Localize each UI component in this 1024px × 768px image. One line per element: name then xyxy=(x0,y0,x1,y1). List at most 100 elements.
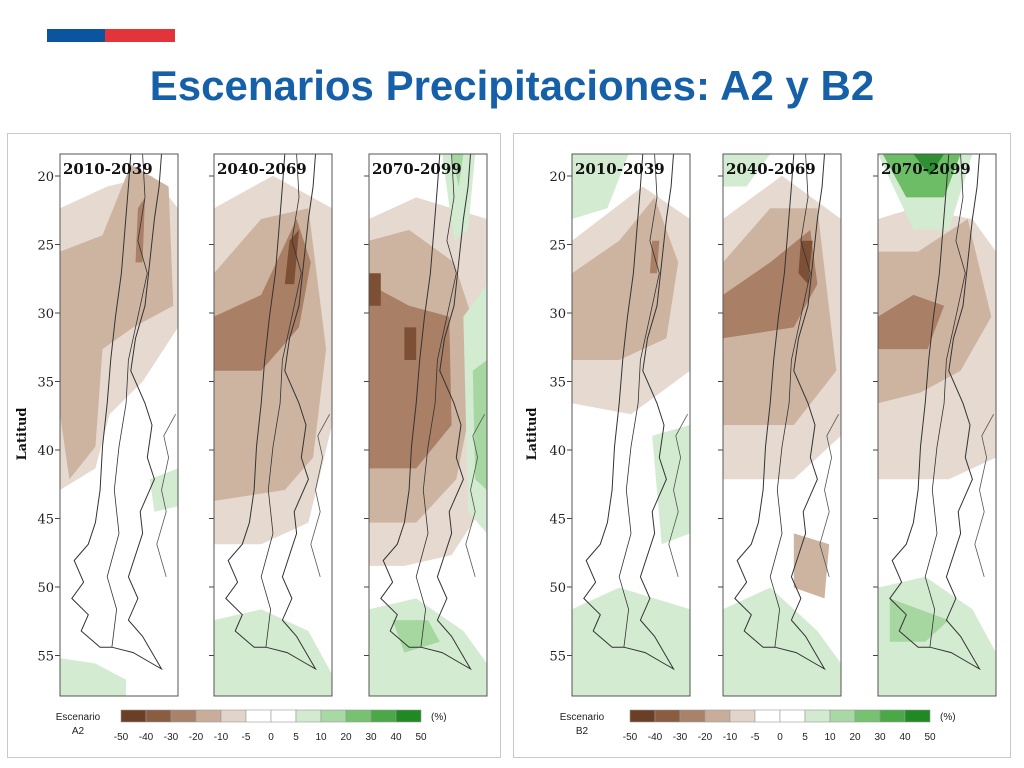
legend-swatch xyxy=(629,709,656,723)
flag-red-bar xyxy=(105,29,175,42)
legend-swatch xyxy=(395,709,422,723)
precip-region xyxy=(442,154,476,241)
y-tick-label-20: 20 xyxy=(37,170,54,185)
legend-tick-label: 20 xyxy=(849,732,861,743)
precip-region xyxy=(723,154,771,187)
precip-region xyxy=(60,164,174,480)
figure-scenario-b2: 20 25 30 35 40 45 50 55 Latitud 2010-2039 2040-206… xyxy=(513,133,1011,758)
legend-swatch xyxy=(704,709,731,723)
legend-tick-label: -50 xyxy=(114,732,129,743)
legend-swatch xyxy=(754,709,781,723)
legend-swatch xyxy=(654,709,681,723)
precip-region xyxy=(723,587,841,696)
legend-tick-label: 10 xyxy=(315,732,327,743)
legend-unit: (%) xyxy=(431,712,447,723)
precip-region xyxy=(369,284,452,469)
precip-region xyxy=(793,533,830,599)
legend-tick-label: 30 xyxy=(365,732,377,743)
panel-period-label: 2070-2099 xyxy=(372,160,462,178)
legend-swatch xyxy=(320,709,347,723)
legend-tick-label: 50 xyxy=(924,732,936,743)
border-line xyxy=(415,153,457,648)
y-tick-label-35: 35 xyxy=(549,376,566,391)
legend-tick-label: 30 xyxy=(874,732,886,743)
y-tick-label-40: 40 xyxy=(37,444,54,459)
legend-swatch xyxy=(295,709,322,723)
precip-region xyxy=(404,327,417,360)
east-border-line xyxy=(668,414,688,577)
legend-tick-label: 0 xyxy=(777,732,783,743)
legend-swatch xyxy=(195,709,222,723)
panel-frame xyxy=(571,153,691,697)
y-tick-label-25: 25 xyxy=(549,239,566,254)
y-tick-label-25: 25 xyxy=(37,239,54,254)
figure-scenario-a2: 20 25 30 35 40 45 50 55 Latitud 2010-2039 2040-206… xyxy=(7,133,501,758)
legend-tick-label: -50 xyxy=(623,732,638,743)
precip-region xyxy=(572,587,690,696)
precip-region xyxy=(392,620,440,653)
border-line xyxy=(769,153,811,648)
panel-frame xyxy=(877,153,997,697)
coastline xyxy=(583,153,675,671)
y-tick-label-55: 55 xyxy=(37,650,54,665)
legend-swatch xyxy=(245,709,272,723)
coastline xyxy=(380,153,472,671)
legend-tick-label: -5 xyxy=(242,732,251,743)
border-line xyxy=(260,153,302,648)
y-tick-label-20: 20 xyxy=(549,170,566,185)
legend-tick-label: 0 xyxy=(268,732,274,743)
coastline xyxy=(889,153,981,671)
border-line xyxy=(106,153,148,648)
precip-region xyxy=(652,425,690,545)
legend-swatch xyxy=(145,709,172,723)
legend-scenario-name: A2 xyxy=(72,726,85,737)
y-tick-label-30: 30 xyxy=(549,307,566,322)
y-axis-label: Latitud xyxy=(15,407,30,460)
legend-tick-label: 10 xyxy=(824,732,836,743)
panel-period-label: 2010-2039 xyxy=(63,160,153,178)
border-line xyxy=(924,153,966,648)
legend-tick-label: 5 xyxy=(802,732,808,743)
precip-region xyxy=(889,598,949,642)
slide-title: Escenarios Precipitaciones: A2 y B2 xyxy=(149,62,875,109)
precip-region xyxy=(572,154,629,219)
coastline xyxy=(71,153,163,671)
border-line xyxy=(618,153,660,648)
coastline xyxy=(225,153,317,671)
east-border-line xyxy=(310,414,330,577)
precip-region xyxy=(214,609,332,696)
legend-tick-label: 40 xyxy=(390,732,402,743)
panel-period-label: 2070-2099 xyxy=(881,160,971,178)
coastline xyxy=(734,153,826,671)
precip-region xyxy=(60,658,127,696)
precip-region xyxy=(882,154,961,198)
legend-title: Escenario xyxy=(56,712,101,723)
panel-frame xyxy=(368,153,488,697)
east-border-line xyxy=(819,414,839,577)
precip-region xyxy=(798,240,813,285)
legend-swatch xyxy=(879,709,906,723)
precip-region xyxy=(878,294,945,350)
panel-period-label: 2040-2069 xyxy=(726,160,816,178)
legend-tick-label: 40 xyxy=(899,732,911,743)
legend-swatch xyxy=(170,709,197,723)
legend-tick-label: 20 xyxy=(340,732,352,743)
legend-tick-label: -40 xyxy=(139,732,154,743)
legend-tick-label: -5 xyxy=(751,732,760,743)
panel-period-label: 2040-2069 xyxy=(217,160,307,178)
precip-region xyxy=(369,273,381,306)
legend-tick-label: 5 xyxy=(293,732,299,743)
y-tick-label-55: 55 xyxy=(549,650,566,665)
panel-frame xyxy=(722,153,842,697)
legend-scenario-name: B2 xyxy=(576,726,589,737)
precip-region xyxy=(284,229,299,285)
precip-region xyxy=(214,219,311,371)
legend-swatch xyxy=(904,709,931,723)
east-border-line xyxy=(156,414,176,577)
east-border-line xyxy=(974,414,994,577)
legend-swatch xyxy=(779,709,806,723)
legend-swatch xyxy=(829,709,856,723)
precip-region xyxy=(149,468,178,512)
y-tick-label-35: 35 xyxy=(37,376,54,391)
y-tick-label-50: 50 xyxy=(549,581,566,596)
